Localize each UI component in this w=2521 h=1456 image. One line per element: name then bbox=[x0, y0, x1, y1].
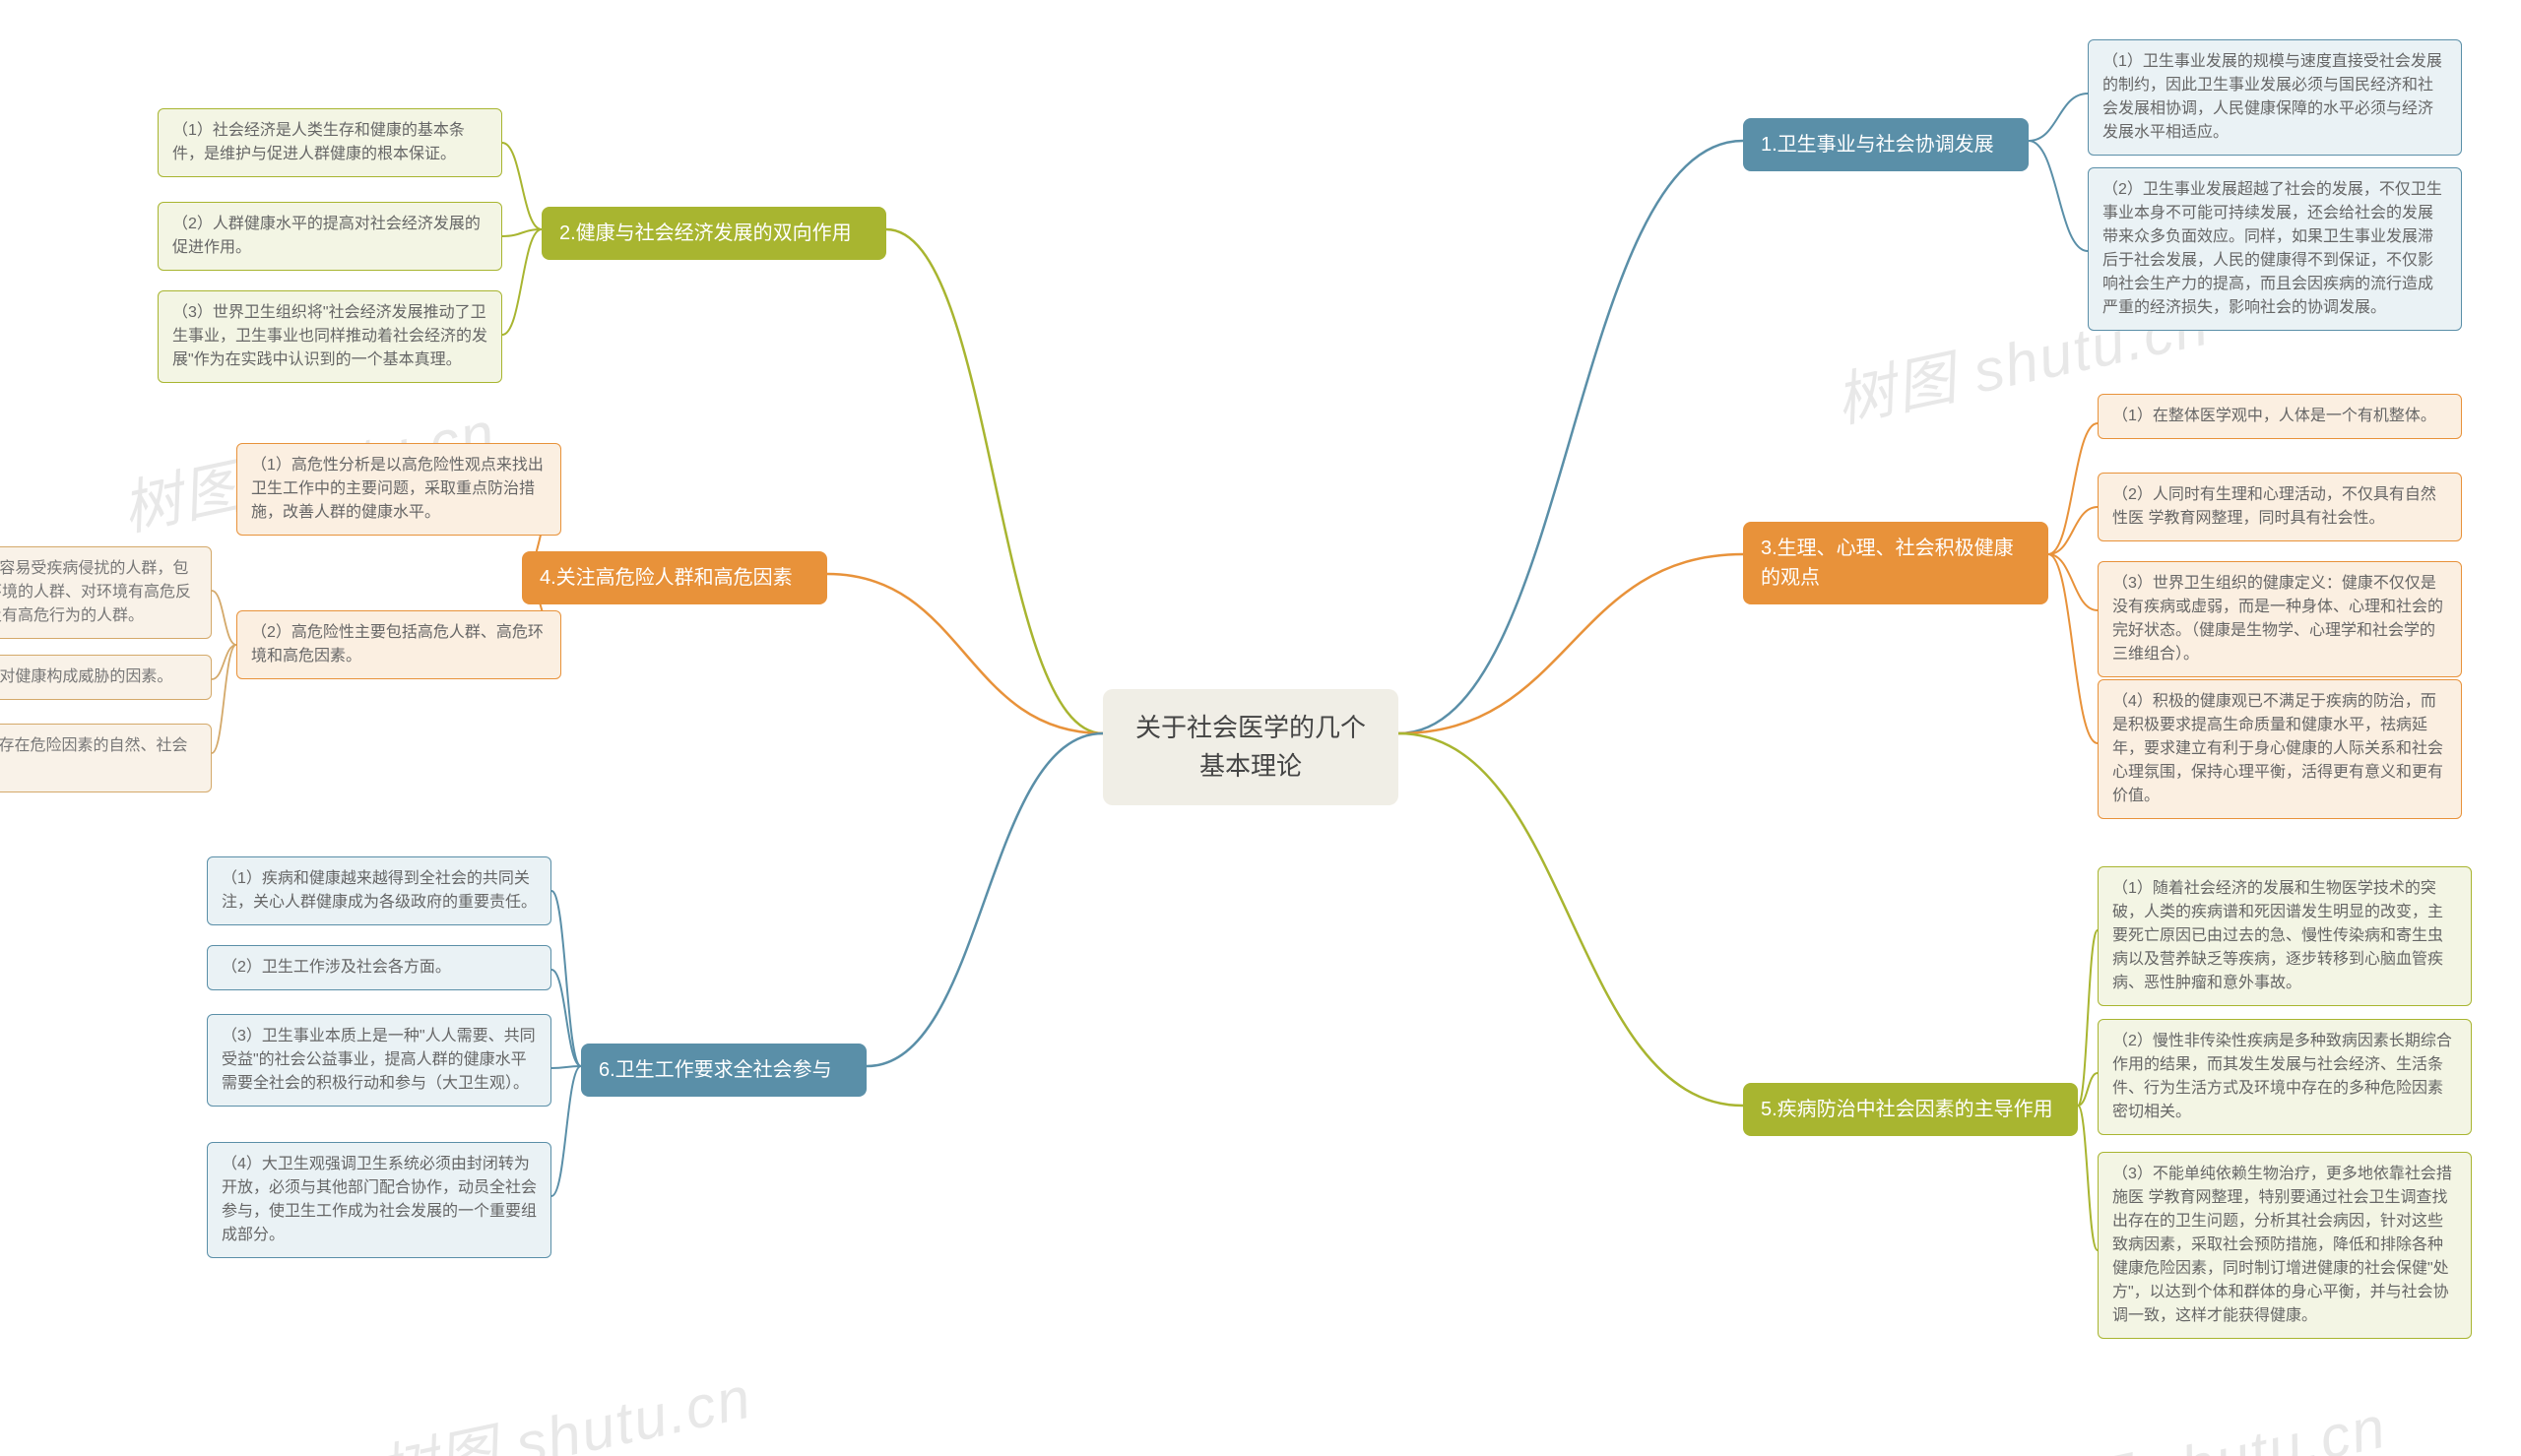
leaf-node: （2）慢性非传染性疾病是多种致病因素长期综合作用的结果，而其发生发展与社会经济、… bbox=[2098, 1019, 2472, 1135]
leaf-node: （1）在整体医学观中，人体是一个有机整体。 bbox=[2098, 394, 2462, 439]
leaf-node: （3）卫生事业本质上是一种"人人需要、共同受益"的社会公益事业，提高人群的健康水… bbox=[207, 1014, 551, 1107]
branch-node-b1: 1.卫生事业与社会协调发展 bbox=[1743, 118, 2029, 171]
leaf-node: （4）积极的健康观已不满足于疾病的防治，而是积极要求提高生命质量和健康水平，祛病… bbox=[2098, 679, 2462, 819]
leaf-node: （3）世界卫生组织将"社会经济发展推动了卫生事业，卫生事业也同样推动着社会经济的… bbox=[158, 290, 502, 383]
leaf-node: （4）大卫生观强调卫生系统必须由封闭转为开放，必须与其他部门配合协作，动员全社会… bbox=[207, 1142, 551, 1258]
leaf-node: （1）社会经济是人类生存和健康的基本条件，是维护与促进人群健康的根本保证。 bbox=[158, 108, 502, 177]
watermark: 树图 shutu.cn bbox=[2004, 1379, 2393, 1456]
watermark: 树图 shutu.cn bbox=[369, 1350, 758, 1456]
leaf-node: （2）人同时有生理和心理活动，不仅具有自然性医 学教育网整理，同时具有社会性。 bbox=[2098, 473, 2462, 541]
leaf-node: （1）疾病和健康越来越得到全社会的共同关注，关心人群健康成为各级政府的重要责任。 bbox=[207, 856, 551, 925]
leaf-node: （2）高危险性主要包括高危人群、高危环境和高危因素。 bbox=[236, 610, 561, 679]
leaf-node: （2）卫生工作涉及社会各方面。 bbox=[207, 945, 551, 990]
branch-node-b5: 5.疾病防治中社会因素的主导作用 bbox=[1743, 1083, 2078, 1136]
branch-node-b2: 2.健康与社会经济发展的双向作用 bbox=[542, 207, 886, 260]
leaf-node: （3）不能单纯依赖生物治疗，更多地依靠社会措施医 学教育网整理，特别要通过社会卫… bbox=[2098, 1152, 2472, 1339]
leaf-node: （1）高危性分析是以高危险性观点来找出卫生工作中的主要问题，采取重点防治措施，改… bbox=[236, 443, 561, 536]
leaf-node: （2）卫生事业发展超越了社会的发展，不仅卫生事业本身不可能可持续发展，还会给社会… bbox=[2088, 167, 2462, 331]
subleaf-node: b.高危因素是指对健康构成威胁的因素。 bbox=[0, 655, 212, 700]
leaf-node: （1）卫生事业发展的规模与速度直接受社会发展的制约，因此卫生事业发展必须与国民经… bbox=[2088, 39, 2462, 156]
branch-node-b6: 6.卫生工作要求全社会参与 bbox=[581, 1044, 867, 1097]
subleaf-node: c.高危环境包括存在危险因素的自然、社会和心理环境。 bbox=[0, 724, 212, 792]
leaf-node: （1）随着社会经济的发展和生物医学技术的突破，人类的疾病谱和死因谱发生明显的改变… bbox=[2098, 866, 2472, 1006]
leaf-node: （3）世界卫生组织的健康定义：健康不仅仅是没有疾病或虚弱，而是一种身体、心理和社… bbox=[2098, 561, 2462, 677]
branch-node-b3: 3.生理、心理、社会积极健康的观点 bbox=[1743, 522, 2048, 604]
leaf-node: （2）人群健康水平的提高对社会经济发展的促进作用。 bbox=[158, 202, 502, 271]
center-node: 关于社会医学的几个基本理论 bbox=[1103, 689, 1398, 805]
subleaf-node: a.高危人群是指容易受疾病侵扰的人群，包括处于高危险环境的人群、对环境有高危反应… bbox=[0, 546, 212, 639]
branch-node-b4: 4.关注高危险人群和高危因素 bbox=[522, 551, 827, 604]
